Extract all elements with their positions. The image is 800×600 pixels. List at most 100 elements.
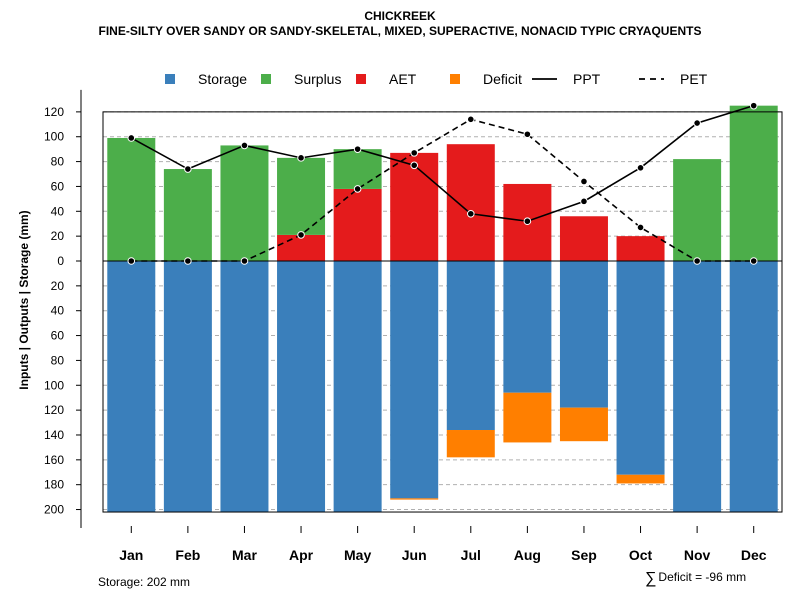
bars (103, 105, 782, 513)
ppt-point-jul (466, 209, 475, 218)
y-tick-label: 60 (51, 329, 65, 343)
storage-bar-may (333, 261, 382, 513)
grid-lines (103, 111, 782, 511)
legend-swatch-deficit (450, 74, 460, 84)
legend-swatch-aet (356, 74, 366, 84)
aet-bar-oct (616, 236, 665, 261)
deficit-note-text: Deficit = -96 mm (658, 570, 747, 584)
x-tick-label-apr: Apr (289, 547, 314, 563)
surplus-bar-dec (729, 105, 778, 261)
ppt-point-feb (184, 165, 192, 173)
legend-swatch-storage (165, 74, 175, 84)
ppt-point-oct (636, 163, 645, 172)
y-tick-label: 200 (44, 503, 64, 517)
storage-bar-oct (616, 261, 665, 475)
legend-label-aet: AET (389, 71, 417, 87)
storage-bar-jul (446, 261, 495, 431)
y-tick-label: 120 (44, 105, 64, 119)
aet-bar-may (333, 188, 382, 261)
aet-bar-sep (559, 216, 608, 261)
storage-note: Storage: 202 mm (98, 575, 191, 589)
x-tick-label-jan: Jan (119, 547, 143, 563)
y-tick-label: 80 (51, 353, 65, 367)
ppt-point-jan (127, 134, 136, 142)
storage-bar-jan (107, 261, 156, 513)
ppt-point-jun (410, 161, 419, 170)
y-tick-label: 80 (51, 155, 65, 169)
pet-point-nov (693, 257, 701, 265)
legend-label-ppt: PPT (573, 71, 601, 87)
y-tick-label: 20 (51, 279, 65, 293)
y-tick-label: 40 (51, 304, 65, 318)
y-tick-label: 140 (44, 428, 64, 442)
y-tick-label: 60 (51, 179, 65, 193)
storage-bar-aug (503, 261, 552, 393)
surplus-bar-nov (673, 159, 722, 261)
y-tick-label: 120 (44, 403, 64, 417)
y-tick-label: 180 (44, 478, 64, 492)
deficit-note: ∑ Deficit = -96 mm (645, 570, 747, 587)
pet-point-aug (523, 130, 532, 139)
ppt-line (130, 104, 754, 223)
pet-point-sep (580, 177, 588, 186)
ppt-point-apr (297, 154, 305, 162)
pet-point-apr (297, 231, 305, 239)
pet-line (131, 118, 754, 262)
surplus-bar-mar (220, 145, 269, 261)
aet-bar-jun (390, 152, 439, 261)
legend-label-deficit: Deficit (483, 71, 522, 87)
ppt-point-nov (693, 119, 701, 127)
pet-point-jul (466, 115, 475, 124)
deficit-bar-sep (559, 407, 608, 442)
deficit-bar-jul (446, 430, 495, 458)
x-tick-label-oct: Oct (629, 547, 653, 563)
surplus-bar-jan (107, 137, 156, 261)
y-tick-label: 20 (51, 229, 65, 243)
storage-bar-apr (277, 261, 326, 513)
axes: 1201008060402002040608010012014016018020… (44, 89, 783, 563)
x-tick-label-nov: Nov (684, 547, 711, 563)
aet-bar-apr (277, 234, 326, 261)
pet-point-oct (636, 223, 645, 232)
y-tick-label: 100 (44, 378, 64, 392)
pet-point-feb (184, 257, 192, 265)
legend-label-pet: PET (680, 71, 708, 87)
x-tick-label-sep: Sep (571, 547, 597, 563)
deficit-bar-jun (390, 498, 439, 500)
storage-bar-sep (559, 261, 608, 408)
x-tick-label-jul: Jul (461, 547, 481, 563)
legend-label-surplus: Surplus (294, 71, 341, 87)
pet-point-jun (410, 149, 419, 157)
y-tick-label: 100 (44, 130, 64, 144)
aet-bar-jul (446, 144, 495, 261)
legend-label-storage: Storage (198, 71, 247, 87)
x-tick-label-mar: Mar (232, 547, 257, 563)
y-tick-label: 0 (57, 254, 64, 268)
surplus-bar-feb (163, 169, 212, 261)
x-tick-label-dec: Dec (741, 547, 767, 563)
y-tick-label: 160 (44, 453, 64, 467)
chart-title: CHICKREEK (364, 9, 436, 23)
x-tick-label-aug: Aug (514, 547, 541, 563)
ppt-point-dec (749, 101, 758, 110)
storage-bar-dec (729, 261, 778, 513)
x-tick-label-may: May (344, 547, 371, 563)
chart-subtitle: FINE-SILTY OVER SANDY OR SANDY-SKELETAL,… (98, 24, 702, 38)
deficit-bar-oct (616, 474, 665, 484)
ppt-point-aug (523, 217, 532, 226)
deficit-bar-aug (503, 392, 552, 443)
storage-bar-feb (163, 261, 212, 513)
lines (127, 101, 758, 265)
x-tick-label-jun: Jun (402, 547, 427, 563)
legend: Storage Surplus AET Deficit PPT PET (165, 71, 708, 87)
ppt-point-mar (240, 141, 249, 150)
plot-frame (102, 111, 783, 513)
surplus-bar-may (333, 149, 382, 189)
surplus-bar-apr (277, 157, 326, 235)
x-tick-label-feb: Feb (175, 547, 200, 563)
storage-bar-mar (220, 261, 269, 513)
sigma-icon: ∑ (645, 570, 657, 587)
storage-bar-jun (390, 261, 439, 499)
pet-point-jan (127, 257, 136, 265)
